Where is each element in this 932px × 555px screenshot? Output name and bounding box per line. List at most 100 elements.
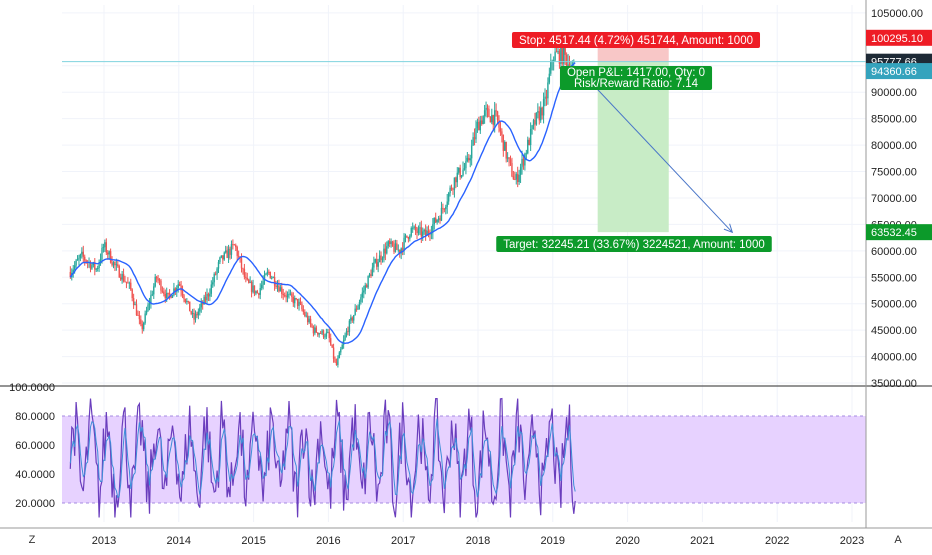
candle-body [248, 279, 250, 283]
candle-body [489, 116, 492, 123]
candle-body [364, 285, 366, 291]
candle-body [508, 157, 510, 160]
candle-body [495, 110, 497, 112]
candle-body [216, 268, 218, 275]
target-price-tag-box [866, 224, 932, 241]
candle-body [268, 271, 270, 273]
candle-body [98, 262, 100, 268]
oscillator-tick-label: 100.0000 [9, 382, 55, 394]
candle-body [384, 248, 387, 254]
price-tick-label: 85000.00 [871, 114, 917, 126]
candle-body [96, 267, 99, 269]
candle-body [114, 262, 116, 266]
candle-body [124, 281, 126, 282]
candle-body [233, 244, 236, 246]
candle-body [157, 278, 159, 281]
candle-body [550, 61, 552, 74]
candle-body [272, 277, 274, 278]
candle-body [383, 248, 385, 259]
candle-body [265, 273, 267, 275]
candle-body [354, 308, 356, 316]
candle-body [367, 276, 369, 288]
position-zones [597, 37, 669, 233]
candle-body [430, 232, 433, 235]
candle-body [148, 303, 151, 305]
candle-body [99, 259, 102, 263]
candle-body [357, 306, 359, 310]
candle-body [335, 361, 338, 365]
target-label-box [496, 236, 772, 252]
candle-body [121, 273, 123, 280]
auto-scale-button[interactable]: A [894, 534, 902, 546]
candle-body [488, 109, 490, 117]
stop-annotation: Stop: 4517.44 (4.72%) 451744, Amount: 10… [511, 32, 761, 48]
candle-body [158, 280, 161, 282]
candle-body [541, 107, 543, 116]
candle-body [312, 326, 315, 334]
candle-body [386, 246, 388, 254]
candle-body [377, 262, 379, 267]
candle-body [181, 290, 184, 296]
candle-body [201, 302, 204, 305]
time-tick-label: 2014 [167, 535, 191, 547]
price-tick-label: 70000.00 [871, 193, 917, 205]
candle-body [486, 107, 489, 110]
candle-body [492, 115, 494, 125]
price-axis: 105000.0095000.0090000.0085000.0080000.0… [871, 8, 923, 390]
candle-body [273, 277, 276, 286]
candle-body [498, 120, 500, 128]
candle-body [85, 260, 87, 262]
candle-body [563, 47, 565, 64]
candle-body [183, 295, 185, 299]
projection-arrow-head [723, 223, 734, 234]
candle-body [154, 276, 156, 287]
price-tick-label: 50000.00 [871, 299, 917, 311]
candle-body [437, 218, 440, 220]
candle-body [194, 313, 197, 320]
candle-body [95, 268, 97, 270]
oscillator-tick-label: 40.0000 [15, 469, 55, 481]
candle-body [413, 226, 415, 228]
oscillator-axis: 100.0000 80.0000 60.0000 40.0000 20.0000 [9, 382, 55, 510]
candle-body [463, 168, 466, 170]
candle-body [296, 299, 299, 306]
candle-body [105, 242, 108, 253]
stop-price-tag-label: 100295.10 [871, 33, 923, 45]
candle-body [450, 187, 453, 190]
candle-body [400, 248, 402, 254]
candle-body [102, 247, 105, 248]
candle-body [190, 311, 192, 314]
candle-body [223, 252, 225, 260]
candle-body [499, 127, 502, 132]
candle-body [407, 237, 410, 239]
candle-body [391, 241, 394, 246]
candle-body [301, 303, 303, 310]
candle-body [427, 230, 430, 234]
candle-body [404, 235, 407, 238]
candle-body [552, 60, 555, 62]
candle-body [203, 296, 205, 305]
candles [69, 40, 576, 368]
candle-body [230, 244, 233, 255]
candle-body [327, 332, 329, 334]
candle-body [555, 51, 558, 53]
candle-body [232, 244, 234, 245]
candle-body [519, 167, 522, 175]
candle-body [419, 227, 421, 229]
risk-reward-label: Risk/Reward Ratio: 7.14 [574, 78, 699, 90]
candle-body [483, 110, 486, 117]
candle-body [479, 120, 482, 131]
timezone-button[interactable]: Z [29, 534, 36, 546]
candle-body [472, 137, 474, 146]
candle-body [315, 327, 318, 333]
time-tick-label: 2013 [92, 535, 116, 547]
price-tick-label: 60000.00 [871, 246, 917, 258]
candle-body [219, 257, 221, 263]
candle-body [493, 110, 496, 125]
candle-body [341, 344, 343, 350]
candle-body [220, 255, 223, 258]
candle-body [127, 282, 129, 284]
candle-body [468, 157, 470, 161]
candle-body [347, 330, 349, 333]
